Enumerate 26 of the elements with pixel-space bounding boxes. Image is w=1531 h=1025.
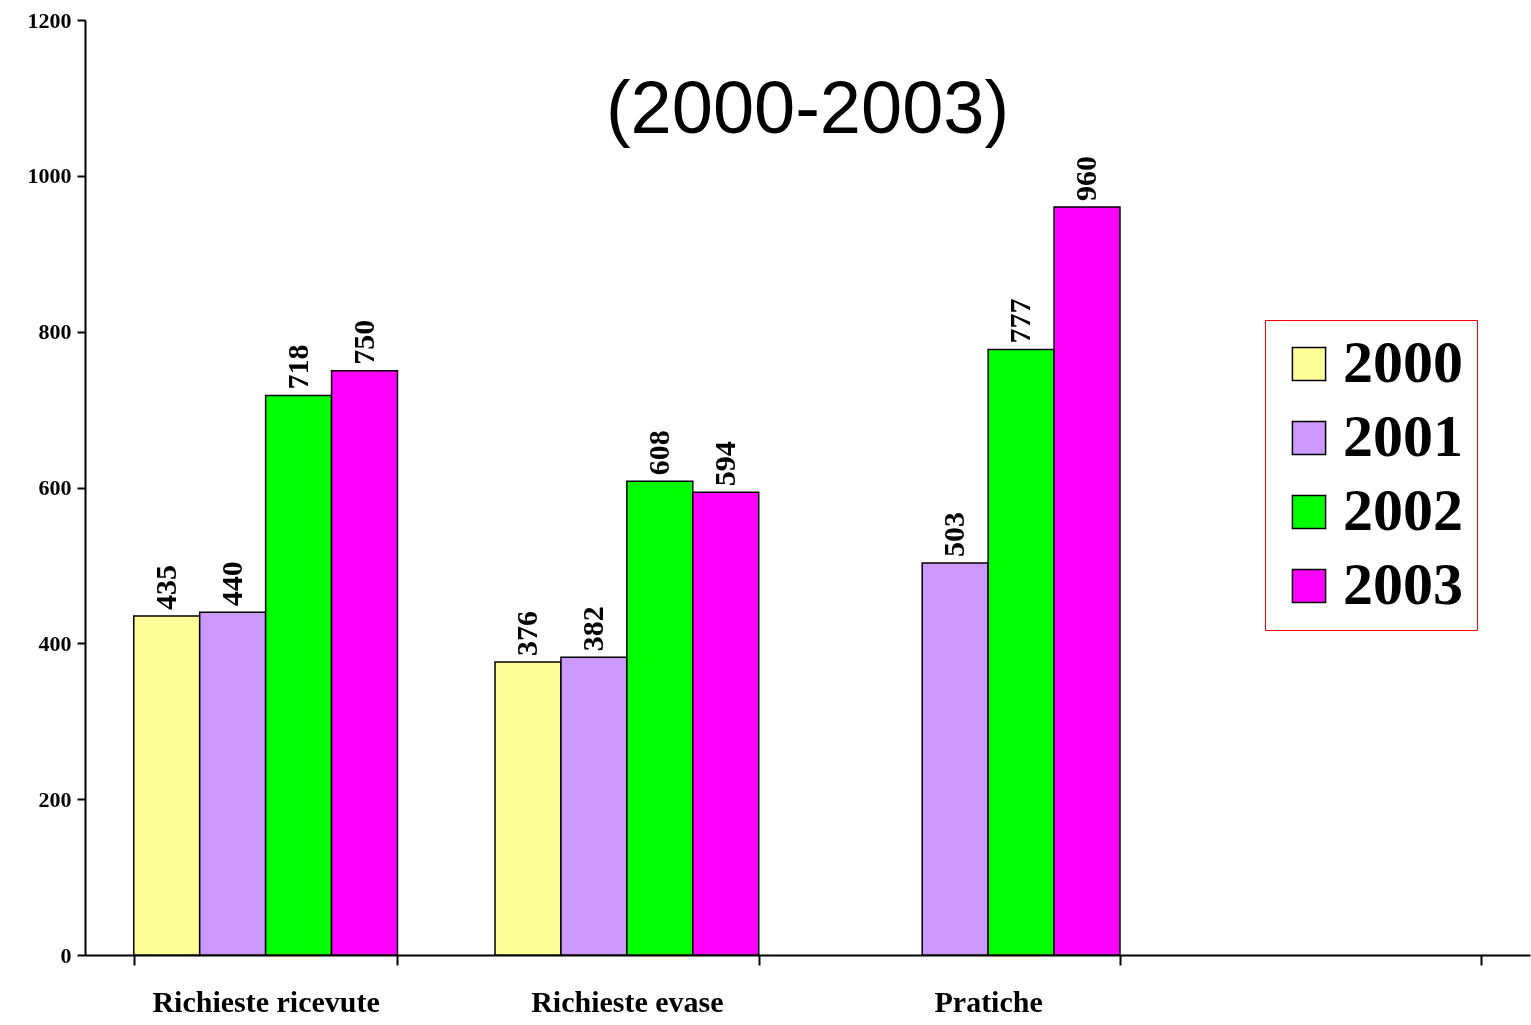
data-label: 594: [707, 441, 741, 487]
data-label: 750: [346, 319, 380, 365]
x-tick-label: Richieste evase: [531, 984, 724, 1018]
data-label: 960: [1069, 156, 1103, 201]
legend-label: 2003: [1343, 551, 1463, 617]
y-tick-label: 1000: [27, 163, 72, 189]
legend-label: 2002: [1343, 477, 1463, 543]
data-label: 382: [575, 606, 609, 652]
text: (2000-2003): [605, 66, 1010, 149]
legend-label: 2001: [1343, 403, 1463, 469]
x-tick-label: Richieste ricevute: [152, 984, 380, 1018]
data-label: 503: [937, 512, 971, 558]
data-label: 608: [641, 430, 675, 476]
data-label: 440: [214, 561, 248, 607]
data-label: 435: [148, 565, 182, 611]
data-label: 376: [509, 611, 543, 657]
y-tick-label: 800: [38, 319, 72, 345]
legend-label: 2000: [1343, 329, 1463, 395]
x-tick-label: Pratiche: [934, 984, 1043, 1018]
y-tick-label: 1200: [27, 7, 72, 33]
y-tick-label: 0: [60, 942, 72, 968]
data-label: 718: [280, 344, 314, 390]
data-label: 777: [1003, 298, 1037, 344]
y-tick-label: 600: [38, 475, 72, 500]
y-tick-label: 200: [38, 786, 72, 812]
y-tick-label: 400: [38, 630, 72, 656]
